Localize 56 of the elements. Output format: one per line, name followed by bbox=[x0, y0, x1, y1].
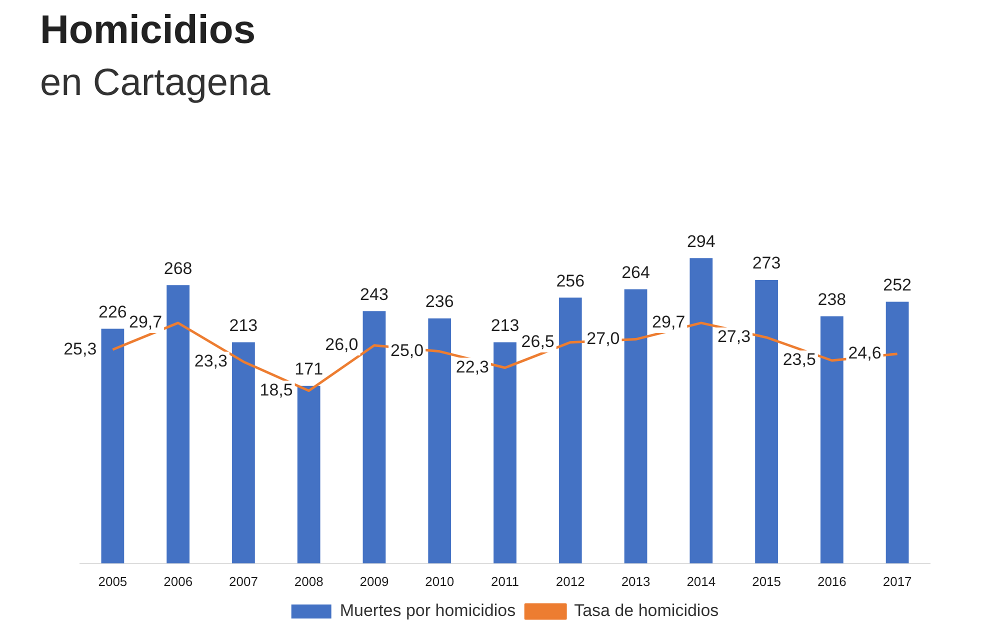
bar bbox=[755, 280, 778, 564]
bar bbox=[232, 342, 255, 564]
data-label: 18,5 bbox=[260, 380, 293, 400]
x-tick-label: 2007 bbox=[229, 574, 258, 589]
bar bbox=[297, 386, 320, 564]
x-tick-label: 2017 bbox=[882, 574, 912, 589]
bar bbox=[494, 342, 516, 564]
data-label: 213 bbox=[229, 316, 258, 335]
data-label: 243 bbox=[360, 284, 388, 304]
x-tick-label: 2008 bbox=[294, 574, 324, 589]
data-label: 256 bbox=[556, 271, 585, 290]
bar bbox=[820, 316, 844, 564]
bar bbox=[428, 318, 452, 564]
data-label: 22,3 bbox=[456, 357, 489, 376]
bar bbox=[101, 328, 124, 564]
x-tick-label: 2014 bbox=[686, 574, 716, 589]
data-label: 23,5 bbox=[782, 350, 816, 370]
bar bbox=[362, 311, 386, 564]
x-tick-label: 2009 bbox=[360, 574, 389, 589]
data-label: 264 bbox=[622, 262, 650, 282]
x-tick-label: 2006 bbox=[164, 574, 193, 589]
chart-subtitle: en Cartagena bbox=[40, 62, 270, 105]
x-tick-label: 2011 bbox=[491, 574, 519, 589]
data-label: 23,3 bbox=[194, 351, 228, 370]
data-label: 252 bbox=[883, 275, 912, 294]
data-label: 213 bbox=[490, 316, 520, 335]
data-label: 27,0 bbox=[586, 328, 620, 348]
x-tick-label: 2013 bbox=[621, 574, 650, 589]
data-label: 226 bbox=[98, 302, 127, 322]
x-tick-label: 2010 bbox=[425, 574, 454, 589]
data-label: 236 bbox=[425, 292, 454, 312]
data-label: 25,3 bbox=[64, 339, 97, 358]
data-label: 171 bbox=[294, 360, 324, 379]
x-tick-label: 2016 bbox=[817, 574, 846, 589]
chart-title: Homicidios bbox=[40, 8, 256, 53]
bar bbox=[624, 289, 648, 564]
data-label: 25,0 bbox=[390, 341, 424, 360]
x-tick-label: 2005 bbox=[98, 574, 128, 589]
data-label: 27,3 bbox=[717, 327, 751, 346]
data-label: 294 bbox=[686, 232, 716, 251]
data-label: 26,0 bbox=[325, 335, 358, 354]
bar bbox=[558, 298, 582, 564]
legend-label: Muertes por homicidios bbox=[340, 601, 516, 620]
legend-label: Tasa de homicidios bbox=[574, 601, 719, 620]
data-label: 29,7 bbox=[128, 312, 162, 332]
x-tick-label: 2012 bbox=[556, 574, 585, 589]
data-label: 29,7 bbox=[652, 312, 686, 332]
bar bbox=[166, 285, 190, 564]
data-label: 273 bbox=[752, 254, 781, 273]
x-tick-label: 2015 bbox=[752, 574, 781, 589]
data-label: 238 bbox=[818, 290, 846, 309]
data-label: 268 bbox=[164, 258, 192, 278]
data-label: 26,5 bbox=[521, 332, 554, 352]
data-label: 24,6 bbox=[848, 344, 882, 363]
bar bbox=[690, 258, 713, 564]
bar bbox=[886, 302, 909, 564]
